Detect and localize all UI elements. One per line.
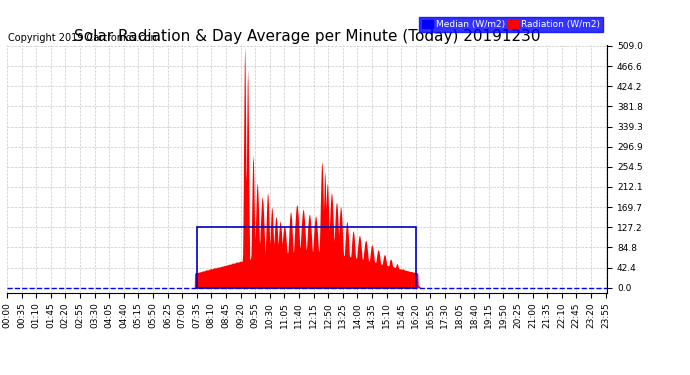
- Legend: Median (W/m2), Radiation (W/m2): Median (W/m2), Radiation (W/m2): [420, 17, 602, 32]
- Bar: [197, 227, 415, 288]
- Title: Solar Radiation & Day Average per Minute (Today) 20191230: Solar Radiation & Day Average per Minute…: [74, 29, 540, 44]
- Text: Copyright 2019 Cartronics.com: Copyright 2019 Cartronics.com: [8, 33, 159, 42]
